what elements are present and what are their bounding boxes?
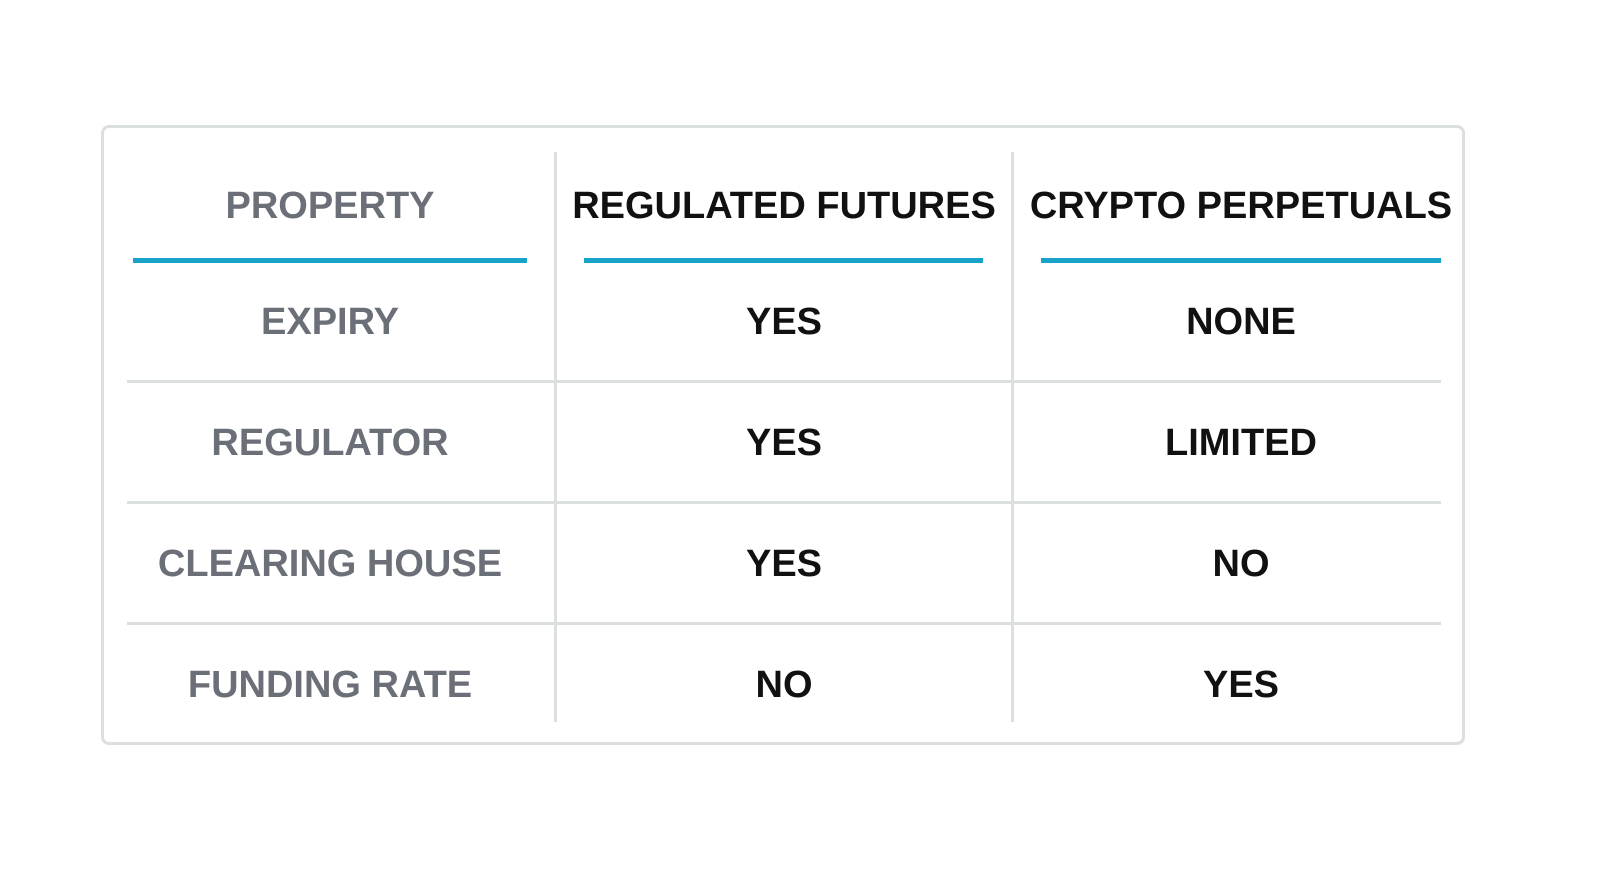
header-cell: CRYPTO PERPETUALS	[1029, 185, 1453, 227]
column-divider	[554, 152, 557, 722]
table-cell: YES	[745, 422, 823, 464]
header-cell: REGULATED FUTURES	[572, 185, 996, 227]
table-cell: LIMITED	[1165, 422, 1317, 464]
row-label: CLEARING HOUSE	[157, 543, 503, 585]
header-underline	[133, 258, 527, 263]
row-divider	[127, 622, 1441, 625]
header-cell: PROPERTY	[225, 185, 435, 227]
table-cell: YES	[745, 301, 823, 343]
header-underline	[1041, 258, 1441, 263]
row-label: REGULATOR	[211, 422, 449, 464]
row-label: EXPIRY	[261, 301, 399, 343]
table-cell: YES	[1202, 664, 1280, 706]
table-card	[101, 125, 1465, 745]
header-underline	[584, 258, 983, 263]
row-divider	[127, 380, 1441, 383]
table-cell: NO	[1212, 543, 1270, 585]
column-divider	[1011, 152, 1014, 722]
table-cell: YES	[745, 543, 823, 585]
table-cell: NO	[755, 664, 813, 706]
table-cell: NONE	[1186, 301, 1296, 343]
row-divider	[127, 501, 1441, 504]
row-label: FUNDING RATE	[187, 664, 473, 706]
